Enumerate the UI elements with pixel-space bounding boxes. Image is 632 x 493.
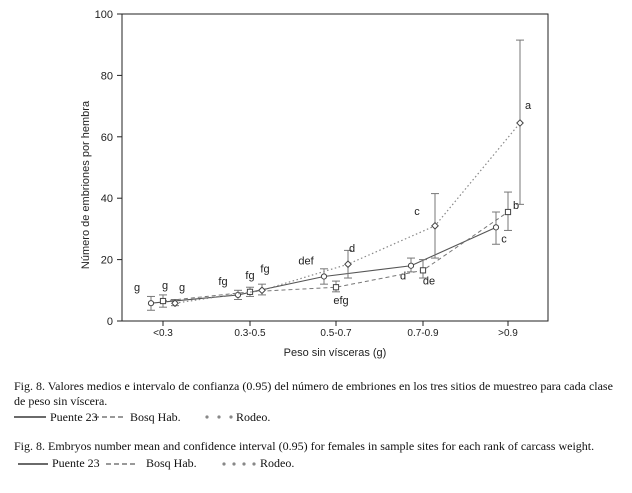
significance-label: fg	[245, 270, 254, 282]
embryo-chart: 0 20 40 60 80 100 <0.3 0.3-0.5 0.5-0.7 0.7-0.9 >0…	[80, 9, 549, 359]
legend-english-swatches	[18, 462, 256, 466]
data-point	[258, 286, 266, 295]
data-point	[504, 208, 512, 216]
legend-spanish: Puente 23 Bosq Hab. Rodeo.	[14, 410, 624, 425]
x-axis-ticks: <0.3 0.3-0.5 0.5-0.7 0.7-0.9 >0.9	[153, 321, 518, 339]
plot-frame	[121, 13, 549, 322]
series-line	[150, 226, 497, 304]
data-point	[320, 273, 328, 280]
series-line	[162, 211, 509, 302]
significance-label: g	[134, 282, 140, 294]
legend-item-bosq-en: Bosq Hab.	[146, 456, 197, 470]
significance-label: a	[525, 100, 532, 112]
y-tick-label: 40	[101, 193, 113, 205]
series-dotted: g fg d c a	[171, 39, 532, 308]
x-tick-label: <0.3	[153, 328, 173, 339]
legend-english: Puente 23 Bosq Hab. Rodeo.	[14, 456, 624, 471]
data-point	[159, 297, 167, 305]
significance-label: efg	[333, 295, 348, 307]
x-tick-label: 0.7-0.9	[407, 328, 439, 339]
legend-item-puente: Puente 23	[50, 410, 98, 424]
x-tick-label: 0.3-0.5	[234, 328, 266, 339]
legend-dotted-markers	[205, 415, 233, 419]
significance-label: de	[423, 275, 435, 287]
data-point	[344, 260, 352, 269]
significance-label: def	[298, 255, 314, 267]
y-tick-label: 80	[101, 70, 113, 82]
legend-item-puente-en: Puente 23	[52, 456, 100, 470]
significance-label: fg	[260, 263, 269, 275]
significance-label: g	[162, 280, 168, 292]
data-point	[171, 299, 179, 308]
series-line	[174, 122, 521, 304]
significance-label: d	[349, 243, 355, 255]
legend-spanish-swatches	[14, 415, 233, 419]
x-axis-label: Peso sin vísceras (g)	[284, 347, 387, 359]
series-dashed: g fg efg de b	[159, 191, 519, 308]
significance-label: c	[414, 206, 420, 218]
y-tick-label: 60	[101, 132, 113, 144]
y-tick-label: 0	[107, 316, 113, 328]
y-axis-ticks: 0 20 40 60 80 100	[95, 9, 122, 328]
y-axis-label: Número de embriones por hembra	[80, 100, 92, 269]
significance-label: d	[400, 271, 406, 283]
x-tick-label: 0.5-0.7	[320, 328, 352, 339]
significance-label: c	[501, 233, 507, 245]
data-point	[147, 300, 155, 307]
data-point	[516, 119, 524, 127]
data-point	[407, 262, 415, 269]
caption-spanish: Fig. 8. Valores medios e intervalo de co…	[14, 379, 613, 408]
data-point	[246, 288, 254, 295]
chart-series: g fg def d c g fg efg de b g fg d c a	[134, 39, 532, 311]
data-point	[431, 221, 439, 230]
caption-english: Fig. 8. Embryos number mean and confiden…	[14, 439, 595, 453]
chart-axes	[121, 13, 549, 322]
data-point	[492, 224, 500, 231]
y-tick-label: 20	[101, 255, 113, 267]
legend-item-bosq: Bosq Hab.	[130, 410, 181, 424]
significance-label: g	[179, 282, 185, 294]
significance-label: fg	[218, 276, 227, 288]
legend-item-rodeo: Rodeo.	[236, 410, 271, 424]
legend-dotted-markers-en	[222, 462, 256, 466]
significance-label: b	[513, 200, 519, 212]
data-point	[419, 267, 427, 274]
legend-item-rodeo-en: Rodeo.	[260, 456, 295, 470]
series-solid: g fg def d c	[134, 211, 507, 311]
x-tick-label: >0.9	[498, 328, 518, 339]
data-point	[332, 284, 340, 291]
y-tick-label: 100	[95, 9, 113, 21]
